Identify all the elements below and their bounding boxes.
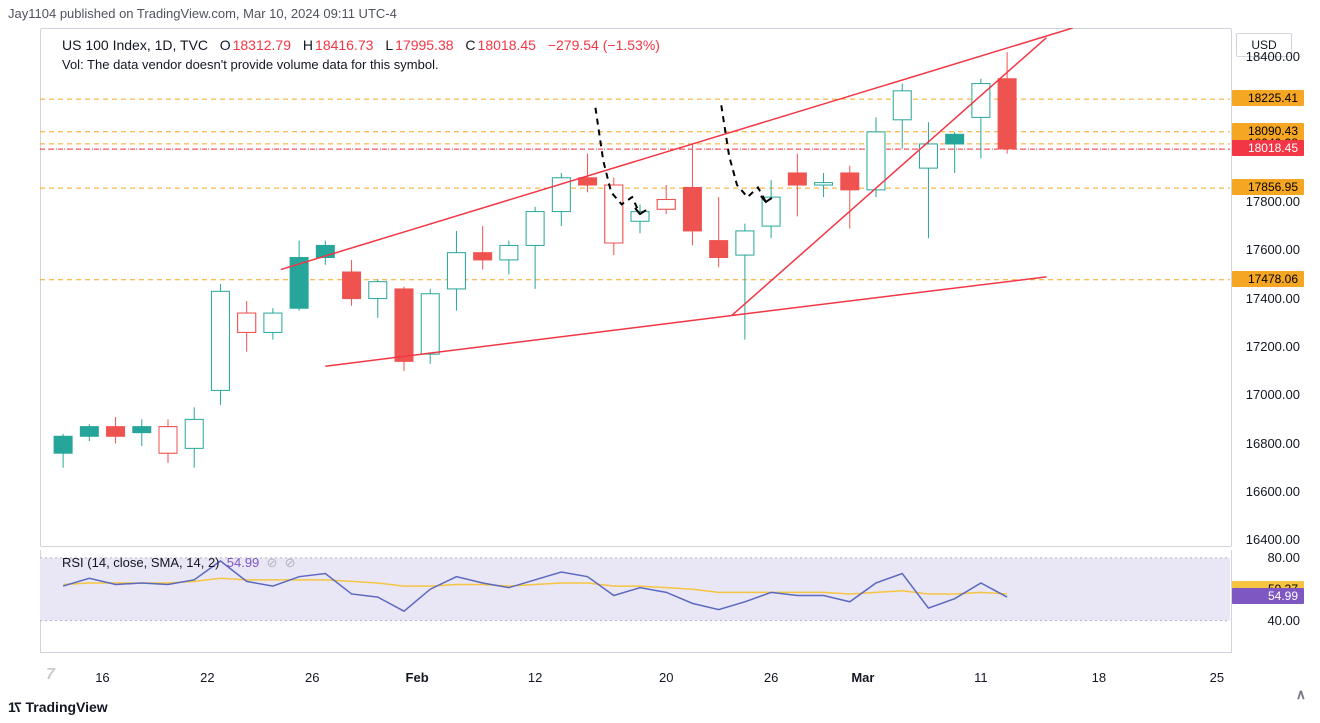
- price-y-label: 18400.00: [1230, 49, 1300, 64]
- price-y-label: 16600.00: [1230, 484, 1300, 499]
- time-axis-label[interactable]: 18: [1092, 670, 1106, 685]
- price-level-tag[interactable]: 17478.06: [1232, 271, 1304, 287]
- time-axis-label[interactable]: 22: [200, 670, 214, 685]
- interval-hint: 7: [46, 666, 55, 684]
- price-level-tag[interactable]: 18225.41: [1232, 90, 1304, 106]
- scroll-caret-icon[interactable]: ∧: [1296, 686, 1306, 703]
- time-axis-label[interactable]: 11: [974, 670, 988, 685]
- price-y-label: 17400.00: [1230, 291, 1300, 306]
- page-root: Jay1104 published on TradingView.com, Ma…: [0, 0, 1320, 723]
- rsi-tag[interactable]: 54.99: [1232, 588, 1304, 604]
- time-axis-label[interactable]: 25: [1210, 670, 1224, 685]
- rsi-value: 54.99: [227, 555, 260, 570]
- time-axis-label[interactable]: 16: [95, 670, 109, 685]
- price-chart[interactable]: [40, 28, 1230, 545]
- price-level-tag[interactable]: 18018.45: [1232, 140, 1304, 156]
- rsi-y-label: 40.00: [1230, 613, 1300, 628]
- time-axis-label[interactable]: Feb: [406, 670, 429, 685]
- time-axis[interactable]: 16 22 26 Feb 12 20 26 Mar 11 18 25: [40, 660, 1230, 690]
- price-y-label: 17000.00: [1230, 387, 1300, 402]
- price-y-label: 17800.00: [1230, 194, 1300, 209]
- platform: TradingView.com: [137, 6, 236, 21]
- time-axis-label[interactable]: 20: [659, 670, 673, 685]
- price-y-label: 16400.00: [1230, 532, 1300, 547]
- time-axis-label[interactable]: 26: [764, 670, 778, 685]
- price-level-tag[interactable]: 17856.95: [1232, 179, 1304, 195]
- publisher: Jay1104: [8, 6, 56, 21]
- rsi-y-label: 80.00: [1230, 550, 1300, 565]
- time-axis-label[interactable]: 26: [305, 670, 319, 685]
- time-axis-label[interactable]: 12: [528, 670, 542, 685]
- time-axis-label[interactable]: Mar: [851, 670, 874, 685]
- price-y-label: 17600.00: [1230, 242, 1300, 257]
- price-y-label: 16800.00: [1230, 436, 1300, 451]
- price-y-label: 17200.00: [1230, 339, 1300, 354]
- timestamp: Mar 10, 2024 09:11 UTC-4: [243, 6, 397, 21]
- tradingview-logo[interactable]: 17 TradingView: [8, 699, 108, 715]
- publish-info: Jay1104 published on TradingView.com, Ma…: [8, 6, 397, 21]
- rsi-legend[interactable]: RSI (14, close, SMA, 14, 2) 54.99 ⊘ ⊘: [62, 555, 296, 571]
